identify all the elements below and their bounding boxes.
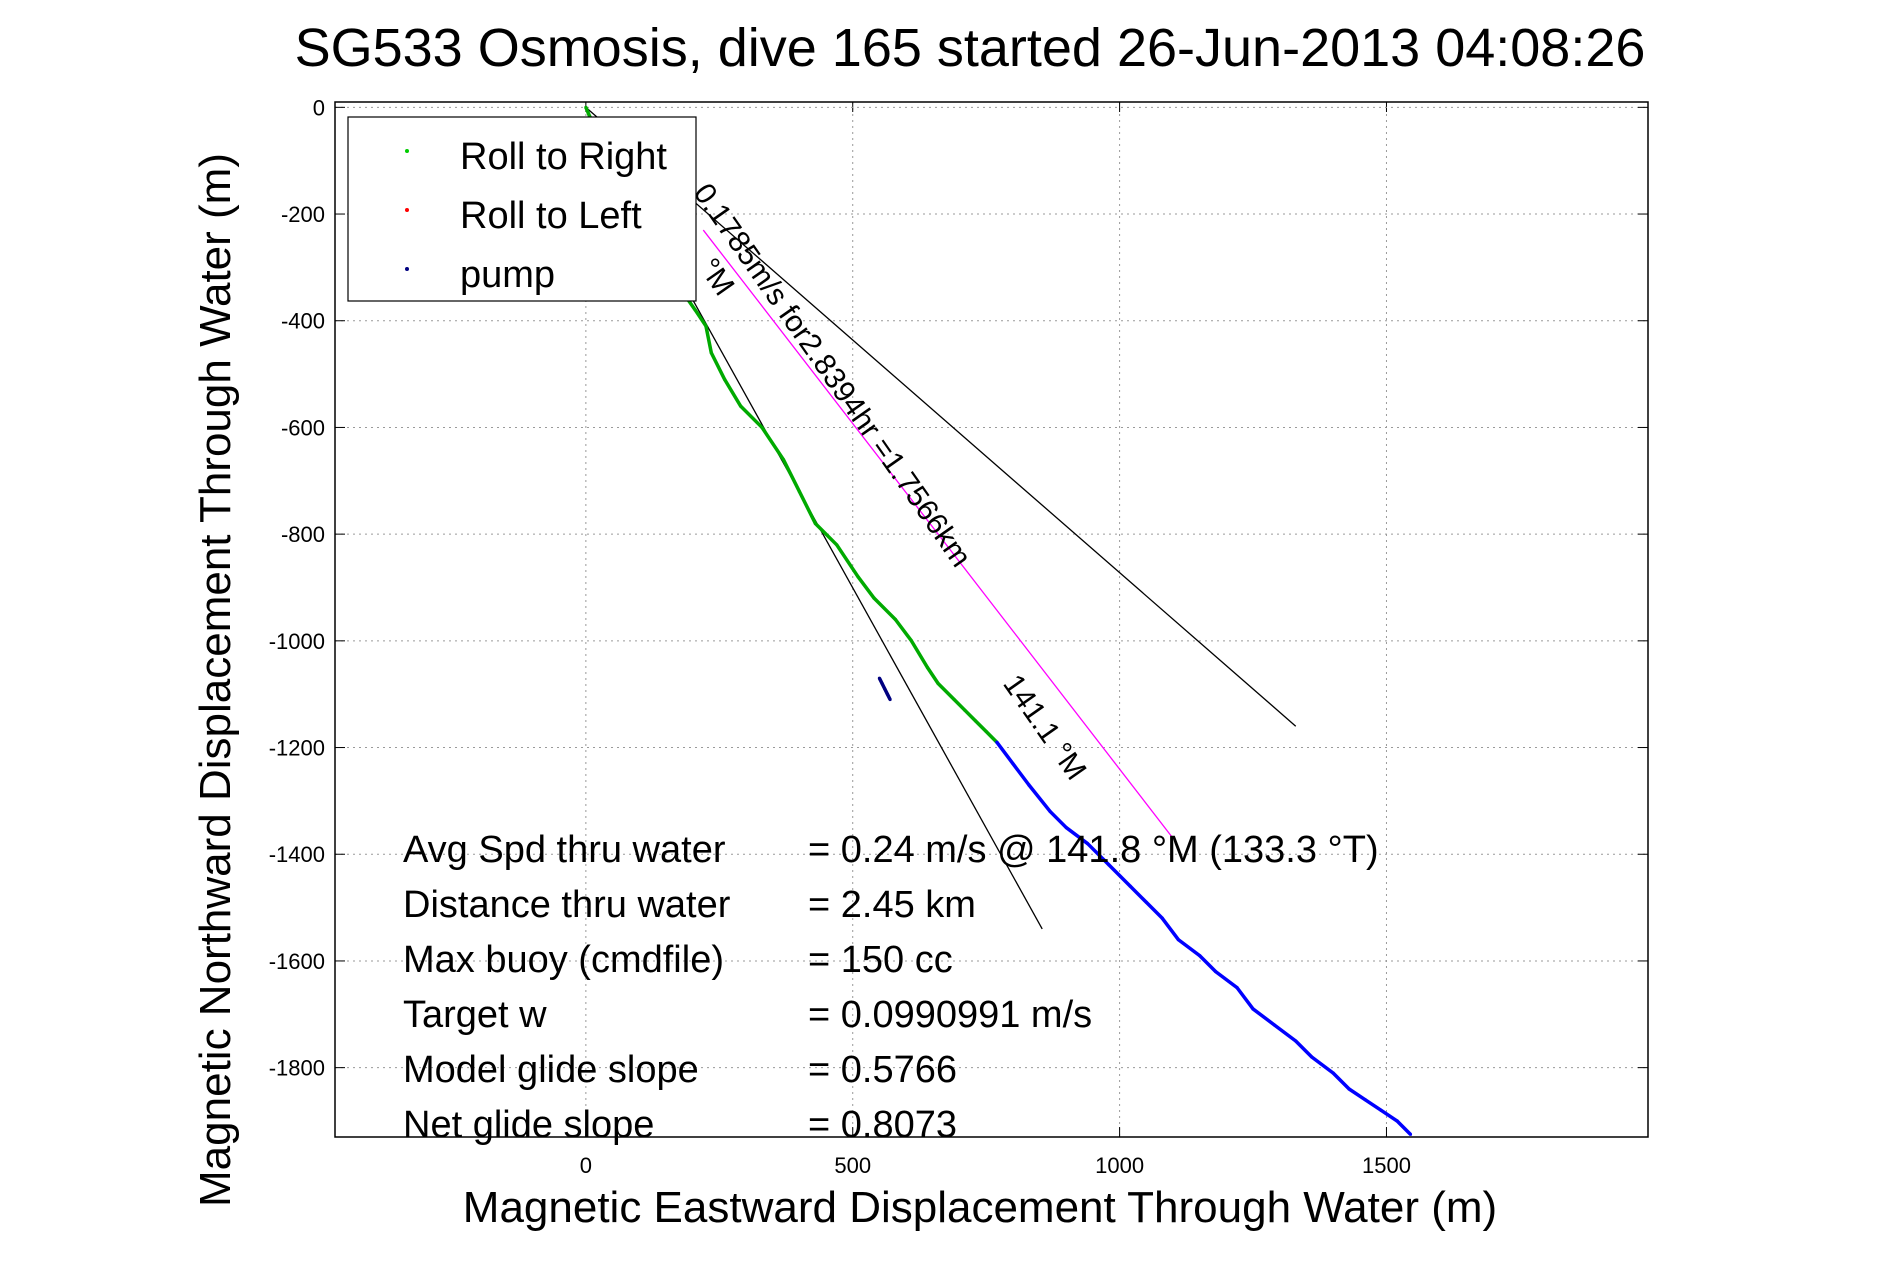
stat-value: = 2.45 km: [808, 884, 976, 926]
data-point: [1107, 863, 1111, 867]
data-point: [797, 489, 801, 494]
chart-title: SG533 Osmosis, dive 165 started 26-Jun-2…: [295, 18, 1646, 78]
data-point: [973, 719, 978, 723]
data-point: [1085, 841, 1090, 846]
data-point: [1408, 1132, 1413, 1136]
y-tick-label: -1200: [269, 736, 325, 761]
stat-label: Max buoy (cmdfile): [403, 939, 724, 981]
stat-value: = 0.0990991 m/s: [808, 994, 1092, 1036]
series-line-track_ascent: [995, 741, 1412, 1136]
legend-entry-label: Roll to Right: [460, 136, 667, 178]
stat-label: Model glide slope: [403, 1049, 699, 1091]
y-tick-labels: 0 -200 -400 -600 -800 -1000 -1200 -1400 -1600 -18…: [269, 95, 325, 1080]
stat-label: Net glide slope: [403, 1104, 654, 1146]
y-tick-label: -800: [281, 522, 325, 547]
data-point: [885, 692, 890, 696]
y-tick-label: -600: [281, 415, 325, 440]
x-tick-label: 500: [834, 1153, 871, 1178]
data-point: [877, 676, 882, 680]
stat-value: = 0.5766: [808, 1049, 957, 1091]
plot-frame: [334, 101, 1649, 1138]
legend-marker: [405, 267, 409, 271]
data-point: [1310, 1055, 1314, 1059]
data-point: [709, 351, 713, 355]
reference-line: [585, 106, 1297, 727]
y-tick-label: -400: [281, 309, 325, 334]
data-point: [856, 575, 860, 579]
data-point: [936, 681, 940, 686]
data-point: [1395, 1119, 1399, 1123]
x-tick-label: 1500: [1362, 1153, 1411, 1178]
data-point: [1198, 954, 1202, 958]
stat-label: Avg Spd thru water: [403, 829, 726, 871]
y-tick-label: -1000: [269, 629, 325, 654]
data-point: [704, 324, 708, 328]
y-tick-label: 0: [313, 95, 325, 120]
data-point: [1011, 761, 1015, 766]
data-point: [781, 457, 785, 462]
stat-label: Distance thru water: [403, 884, 731, 926]
legend-marker: [405, 149, 409, 153]
stat-value: = 0.24 m/s @ 141.8 °M (133.3 °T): [808, 829, 1379, 871]
data-point: [893, 617, 898, 622]
data-point: [984, 729, 988, 734]
stat-value: = 150 cc: [808, 939, 953, 981]
data-point: [723, 377, 727, 382]
y-tick-label: -200: [281, 202, 325, 227]
data-point: [1235, 986, 1239, 990]
reference-line: [702, 229, 1174, 839]
data-point: [813, 521, 817, 526]
data-point: [1176, 938, 1180, 942]
data-point: [1144, 900, 1148, 904]
data-point: [760, 425, 764, 430]
data-point: [1363, 1098, 1367, 1102]
data-point: [952, 697, 956, 702]
data-point: [1272, 1023, 1276, 1027]
x-axis-label: Magnetic Eastward Displacement Through W…: [463, 1183, 1497, 1232]
legend-marker: [405, 208, 409, 212]
data-point: [872, 596, 876, 600]
data-point: [995, 740, 999, 744]
data-point: [584, 105, 588, 109]
data-point: [1128, 884, 1132, 888]
y-axis-label: Magnetic Northward Displacement Through …: [191, 153, 240, 1207]
y-tick-label: -1400: [269, 842, 325, 867]
data-point: [1160, 916, 1164, 920]
data-point: [1251, 1007, 1255, 1011]
data-point: [880, 681, 884, 686]
data-point: [888, 697, 892, 702]
y-tick-label: -1600: [269, 949, 325, 974]
stats-block: Avg Spd thru water = 0.24 m/s @ 141.8 °M …: [403, 829, 1379, 1146]
data-point: [739, 404, 743, 408]
data-point: [1347, 1087, 1351, 1091]
data-point: [1027, 783, 1031, 787]
x-tick-label: 0: [580, 1153, 592, 1178]
data-point: [1379, 1108, 1383, 1112]
data-point: [1294, 1039, 1298, 1043]
y-tick-label: -1800: [269, 1056, 325, 1081]
data-point: [1331, 1071, 1335, 1075]
stat-label: Target w: [403, 994, 547, 1036]
data-point: [1214, 970, 1218, 974]
data-point: [693, 308, 697, 312]
x-tick-labels: 0 500 1000 1500: [580, 1153, 1411, 1178]
legend-entry-label: pump: [460, 254, 555, 296]
data-point: [963, 708, 967, 712]
data-point: [1048, 809, 1052, 814]
x-tick-label: 1000: [1095, 1153, 1144, 1178]
legend: Roll to Right Roll to Left pump: [347, 116, 697, 302]
data-point: [1064, 825, 1068, 830]
legend-entry-label: Roll to Left: [460, 195, 642, 237]
data-point: [909, 639, 914, 643]
data-point: [883, 687, 887, 691]
data-point: [925, 665, 930, 670]
stat-value: = 0.8073: [808, 1104, 957, 1146]
data-point: [835, 543, 839, 547]
